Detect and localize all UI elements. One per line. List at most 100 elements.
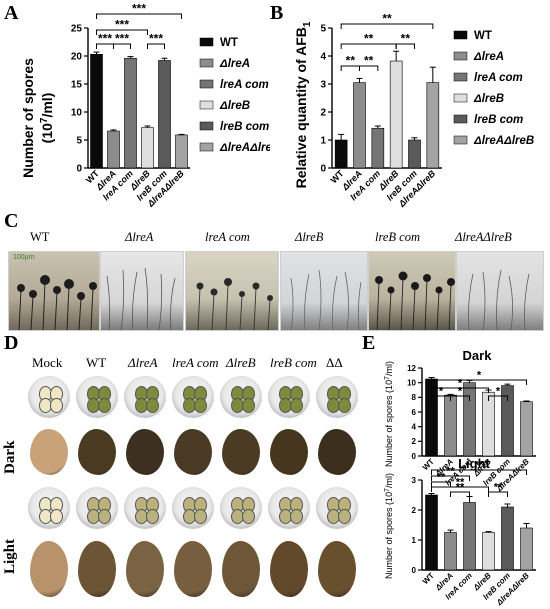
infected-peanut-seed <box>270 541 308 597</box>
chart-b-ytick-label-5: 5 <box>320 24 326 35</box>
chart-e-dark-bar-2 <box>463 382 476 457</box>
panel-d-tile-r3-c5 <box>266 538 312 600</box>
panel-d-tile-r2-c3 <box>170 482 216 534</box>
chart-e-dark-sig-bracket-3 <box>450 395 470 401</box>
hyphae-lreb <box>290 269 362 330</box>
chart-a-bar-5 <box>175 134 188 169</box>
panel-d-tile-r2-c0 <box>26 482 72 534</box>
header-lrea: ΔlreA <box>128 355 158 370</box>
chart-b-bar-4 <box>408 139 421 169</box>
header-double: ΔΔ <box>326 355 343 370</box>
chart-a-legend-label-4: lreB com <box>220 121 269 133</box>
panel-d-tile-r3-c1 <box>74 538 120 600</box>
chart-e-dark-sig-label-4: * <box>496 386 501 398</box>
chart-e-dark-bar-4 <box>501 385 514 457</box>
infected-peanut-seed <box>174 541 212 597</box>
chart-e-dark-sig-bracket-2 <box>431 379 527 385</box>
chart-b-sig-label-3: ** <box>364 54 374 68</box>
conidiophores-wt <box>17 275 97 330</box>
chart-e-dark-ytick-label-5: 10 <box>407 378 416 387</box>
chart-e-dark-ytick-label-6: 12 <box>407 364 416 373</box>
chart-b-bar-0 <box>334 139 348 169</box>
chart-a-ytick-label-2: 10 <box>71 108 83 119</box>
chart-e-light-bar-5 <box>520 527 533 571</box>
chart-a-bar-4 <box>158 60 171 169</box>
chart-a: 0 5 10 15 20 25 WT ΔlreA lreA com ΔlreB lreB com Δl… <box>20 2 270 210</box>
chart-b-ylabel: Relative quantity of AFB1 <box>293 21 313 188</box>
chart-e-light-title: Light <box>458 456 490 471</box>
chart-e-dark-bar-3 <box>482 391 495 457</box>
row-label-light: Light <box>0 520 24 580</box>
chart-b-ytick-label-0: 0 <box>320 164 326 175</box>
chart-e-dark-ytick-label-4: 8 <box>412 393 417 402</box>
micrograph-double <box>456 251 544 331</box>
panel-d-tile-r0-c0 <box>26 372 72 422</box>
chart-e-dark-sig-bracket-4 <box>488 395 508 401</box>
chart-a-bar-2 <box>124 57 137 169</box>
chart-a-legend-swatch-4 <box>199 121 214 131</box>
chart-b-legend-swatch-5 <box>453 135 468 145</box>
chart-e-dark-sig-label-2: * <box>477 370 482 382</box>
chart-a-ytick-label-5: 25 <box>71 24 83 35</box>
chart-a-legend-label-1: ΔlreA <box>219 58 250 70</box>
chart-e-light-sig-bracket-4 <box>488 491 508 497</box>
peanut-kernel <box>290 397 304 414</box>
chart-e-dark-ylabel: Number of spores (107/ml) <box>384 361 394 467</box>
peanut-kernel <box>98 397 112 414</box>
chart-e-light-sig-label-0: ** <box>437 472 446 484</box>
chart-b-legend-label-3: ΔlreB <box>473 93 504 105</box>
chart-e-dark-sig-bracket-1 <box>431 387 489 393</box>
micrograph-lrea <box>100 251 184 331</box>
chart-b-legend-swatch-3 <box>453 93 468 103</box>
hyphae-double <box>468 269 530 330</box>
infected-peanut-seed <box>222 429 260 475</box>
chart-b-bar-2 <box>371 127 385 169</box>
chart-e-light-sig-bracket-2 <box>431 486 489 492</box>
chart-b-legend-label-0: WT <box>474 30 492 42</box>
infected-peanut-seed <box>318 429 356 475</box>
peanut-kernel <box>290 508 304 525</box>
peanut-kernel <box>146 397 160 414</box>
peanut-kernel <box>338 397 352 414</box>
chart-a-ytick-label-1: 5 <box>76 136 82 147</box>
chart-b-legend-swatch-1 <box>453 51 468 61</box>
chart-b-legend-label-1: ΔlreA <box>473 51 504 63</box>
panel-d-tile-r2-c6 <box>314 482 360 534</box>
chart-b-ytick-label-3: 3 <box>320 80 326 91</box>
chart-a-legend-label-3: ΔlreB <box>219 100 250 112</box>
chart-a-legend-swatch-0 <box>199 37 214 47</box>
panel-letter-e: E <box>362 332 376 354</box>
chart-e-light-ytick-label-1: 1 <box>412 536 417 545</box>
micrograph-wt: 100μm <box>8 251 100 331</box>
panel-d-tile-r1-c1 <box>74 426 120 478</box>
chart-a-bar-0 <box>90 54 103 169</box>
infected-peanut-seed <box>174 429 212 475</box>
chart-a-sig-bracket-3 <box>113 43 131 49</box>
panel-letter-d: D <box>4 332 19 354</box>
panel-letter-c: C <box>4 210 19 232</box>
chart-e-light-ytick-label-3: 3 <box>412 476 417 485</box>
panel-d-tile-r2-c4 <box>218 482 264 534</box>
chart-a-ytick-label-3: 15 <box>71 80 83 91</box>
peanut-kernel <box>242 397 256 414</box>
panel-d-tile-r3-c6 <box>314 538 360 600</box>
panel-d-tile-r1-c4 <box>218 426 264 478</box>
panel-d-tile-r3-c2 <box>122 538 168 600</box>
chart-b-sig-label-4: ** <box>401 32 411 46</box>
panel-d-tile-r1-c3 <box>170 426 216 478</box>
chart-b-sig-label-1: ** <box>364 32 374 46</box>
panel-letter-b: B <box>270 2 284 24</box>
chart-e-light-ytick-label-0: 0 <box>412 566 417 575</box>
chart-b-sig-bracket-4 <box>395 43 415 49</box>
chart-a-sig-bracket-2 <box>96 13 182 19</box>
header-wt: WT <box>86 355 107 370</box>
panel-c: WT ΔlreA lreA com ΔlreB lreB com ΔlreAΔl… <box>0 225 550 333</box>
panel-d-tile-r3-c0 <box>26 538 72 600</box>
chart-a-ylabel-unit: (107/ml) <box>39 93 55 144</box>
caption-lrea: ΔlreA <box>125 230 154 244</box>
chart-e-dark-bar-5 <box>520 401 533 457</box>
panel-letter-a: A <box>4 2 19 24</box>
chart-e-light-bar-1 <box>444 532 457 571</box>
chart-a-ytick-label-0: 0 <box>76 164 82 175</box>
